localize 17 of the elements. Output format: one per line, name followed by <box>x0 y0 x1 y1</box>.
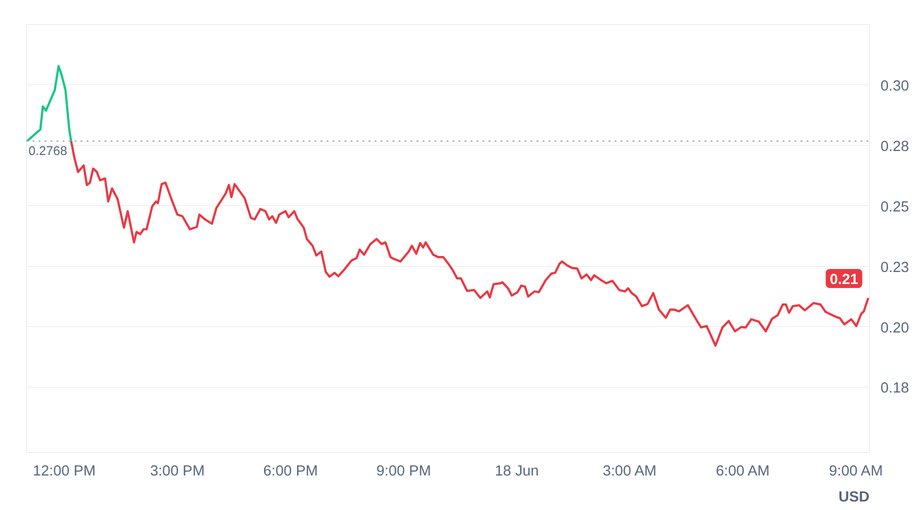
annotation: 0.21 <box>830 272 858 288</box>
x-tick-label: 9:00 PM <box>376 464 431 480</box>
x-tick-label: 3:00 PM <box>150 464 205 480</box>
ref-line-label: 0.2768 <box>28 144 68 158</box>
x-tick-label: 3:00 AM <box>602 464 656 480</box>
x-tick-label: 9:00 AM <box>829 464 883 480</box>
text: USD <box>838 490 870 506</box>
y-tick-label: 0.23 <box>880 260 910 276</box>
y-tick-label: 0.25 <box>880 199 910 216</box>
x-tick-label: 12:00 PM <box>32 464 96 480</box>
x-tick-label: 18 Jun <box>494 464 539 480</box>
y-tick-label: 0.18 <box>880 380 910 397</box>
y-tick-label: 0.28 <box>880 138 910 155</box>
y-tick-label: 0.30 <box>880 78 910 94</box>
x-tick-label: 6:00 PM <box>263 464 318 480</box>
x-tick-label: 6:00 AM <box>716 464 770 480</box>
y-tick-label: 0.20 <box>880 320 910 336</box>
